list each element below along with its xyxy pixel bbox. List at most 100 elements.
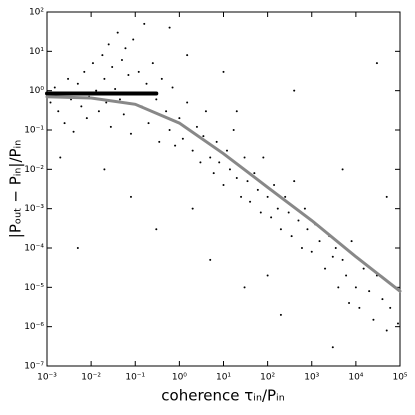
point xyxy=(80,105,83,108)
point xyxy=(396,322,399,325)
point xyxy=(303,207,306,210)
point xyxy=(95,89,98,92)
y-tick-label: 10⁻⁵ xyxy=(24,283,44,293)
point xyxy=(228,168,231,171)
point xyxy=(341,168,344,171)
point xyxy=(331,346,334,349)
point xyxy=(385,195,388,198)
point xyxy=(368,290,371,293)
point xyxy=(222,183,225,186)
point xyxy=(59,156,62,159)
point xyxy=(85,117,88,120)
point xyxy=(155,228,158,231)
point xyxy=(137,70,140,73)
point xyxy=(290,235,293,238)
point xyxy=(243,286,246,289)
x-tick-label: 10¹ xyxy=(216,373,231,383)
point xyxy=(57,110,60,113)
point xyxy=(246,180,249,183)
point xyxy=(232,129,235,131)
point xyxy=(116,31,119,34)
point xyxy=(225,149,228,152)
point xyxy=(199,161,202,164)
point xyxy=(362,267,365,270)
point xyxy=(107,43,110,46)
point xyxy=(186,54,189,57)
point xyxy=(171,86,174,89)
point xyxy=(243,156,246,159)
point xyxy=(354,286,357,289)
point xyxy=(114,88,117,91)
y-tick-label: 10⁻⁷ xyxy=(24,362,44,372)
y-tick-label: 10⁻¹ xyxy=(24,126,44,136)
point xyxy=(49,101,52,104)
point xyxy=(385,329,388,332)
point xyxy=(324,267,327,270)
point xyxy=(143,22,146,25)
point xyxy=(235,110,238,113)
point xyxy=(249,200,252,203)
point xyxy=(151,62,154,65)
point xyxy=(72,130,75,133)
point xyxy=(83,70,86,73)
point xyxy=(284,195,287,198)
point xyxy=(270,216,273,219)
point xyxy=(256,188,259,191)
point xyxy=(91,62,94,65)
point xyxy=(337,286,340,289)
point xyxy=(145,82,148,85)
point xyxy=(209,156,212,159)
point xyxy=(212,172,215,175)
point xyxy=(266,274,269,277)
point xyxy=(259,211,262,214)
x-tick-label: 10⁻² xyxy=(81,373,101,383)
point xyxy=(204,110,207,113)
x-tick-label: 10⁻³ xyxy=(37,373,57,383)
point xyxy=(293,89,296,92)
point xyxy=(158,140,161,143)
point xyxy=(235,177,238,180)
point xyxy=(310,250,313,253)
point xyxy=(372,318,375,321)
point xyxy=(186,101,189,104)
y-tick-label: 10⁻³ xyxy=(24,204,44,214)
point xyxy=(202,135,205,138)
point xyxy=(63,122,66,125)
point xyxy=(331,255,334,258)
x-tick-label: 10⁴ xyxy=(348,373,363,383)
x-axis-label: coherence τᵢₙ/Pᵢₙ xyxy=(161,387,284,405)
point xyxy=(174,144,177,147)
point xyxy=(147,122,150,125)
point xyxy=(168,26,171,29)
point xyxy=(129,132,132,135)
y-tick-label: 10⁻⁴ xyxy=(24,244,44,254)
point xyxy=(195,125,198,128)
point xyxy=(118,98,121,101)
point xyxy=(124,47,127,50)
point xyxy=(375,62,378,65)
y-tick-label: 10⁻² xyxy=(24,165,44,175)
point xyxy=(103,77,106,80)
point xyxy=(306,228,309,231)
point xyxy=(155,98,158,101)
point xyxy=(127,74,130,77)
point xyxy=(345,274,348,277)
point xyxy=(341,258,344,261)
point xyxy=(209,258,212,261)
point xyxy=(111,65,114,68)
y-axis-label: |Pₒᵤₜ − Pᵢₙ|/Pᵢₙ xyxy=(7,140,25,238)
point xyxy=(253,172,256,175)
point xyxy=(132,38,135,41)
point xyxy=(103,168,106,171)
y-tick-label: 10¹ xyxy=(29,47,44,57)
trend-line xyxy=(45,95,402,293)
point xyxy=(160,77,163,80)
x-tick-label: 10³ xyxy=(304,373,319,383)
point xyxy=(215,140,218,143)
x-tick-label: 10⁵ xyxy=(392,373,407,383)
point xyxy=(76,247,79,249)
point xyxy=(181,137,184,140)
point xyxy=(273,183,276,186)
y-tick-label: 10² xyxy=(29,8,44,18)
